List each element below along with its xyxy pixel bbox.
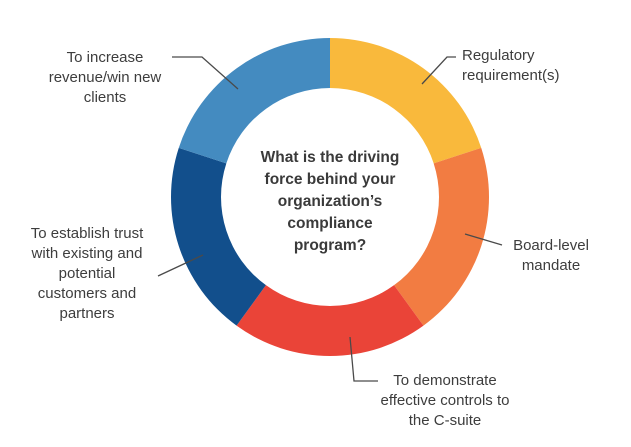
label-line: To establish trust — [30, 225, 144, 242]
label-line: To demonstrate — [393, 372, 497, 389]
chart-title: What is the driving force behind your or… — [230, 147, 430, 257]
leader-line — [349, 336, 378, 382]
label-line: with existing and — [31, 245, 143, 262]
label-regulatory: Regulatory requirement(s) — [462, 46, 560, 86]
label-line: customers and — [37, 285, 137, 302]
title-line: force behind your — [264, 171, 396, 188]
title-line: program? — [293, 237, 367, 254]
donut-slice — [330, 38, 482, 164]
label-line: requirement(s) — [462, 67, 560, 84]
label-line: clients — [83, 89, 127, 106]
label-line: Board-level — [513, 237, 589, 254]
leader-line — [172, 56, 239, 90]
donut-slice — [236, 285, 424, 356]
title-line: What is the driving — [260, 149, 400, 166]
label-line: To increase — [66, 49, 144, 66]
label-line: partners — [59, 305, 115, 322]
label-line: the C-suite — [408, 412, 482, 429]
label-line: revenue/win new — [48, 69, 162, 86]
donut-slice — [394, 147, 489, 326]
label-trust: To establish trust with existing and pot… — [12, 224, 162, 324]
label-line: effective controls to — [380, 392, 510, 409]
leader-line — [464, 233, 503, 246]
title-line: compliance — [287, 215, 373, 232]
donut-slice — [178, 38, 330, 164]
donut-slice — [171, 147, 266, 326]
label-revenue: To increase revenue/win new clients — [40, 48, 170, 108]
title-line: organization’s — [277, 193, 383, 210]
label-line: potential — [58, 265, 116, 282]
leader-line — [157, 254, 204, 277]
label-board: Board-level mandate — [506, 236, 596, 276]
label-csuite: To demonstrate effective controls to the… — [360, 371, 530, 431]
label-line: Regulatory — [462, 47, 535, 64]
leader-line — [421, 56, 456, 85]
label-line: mandate — [521, 257, 581, 274]
